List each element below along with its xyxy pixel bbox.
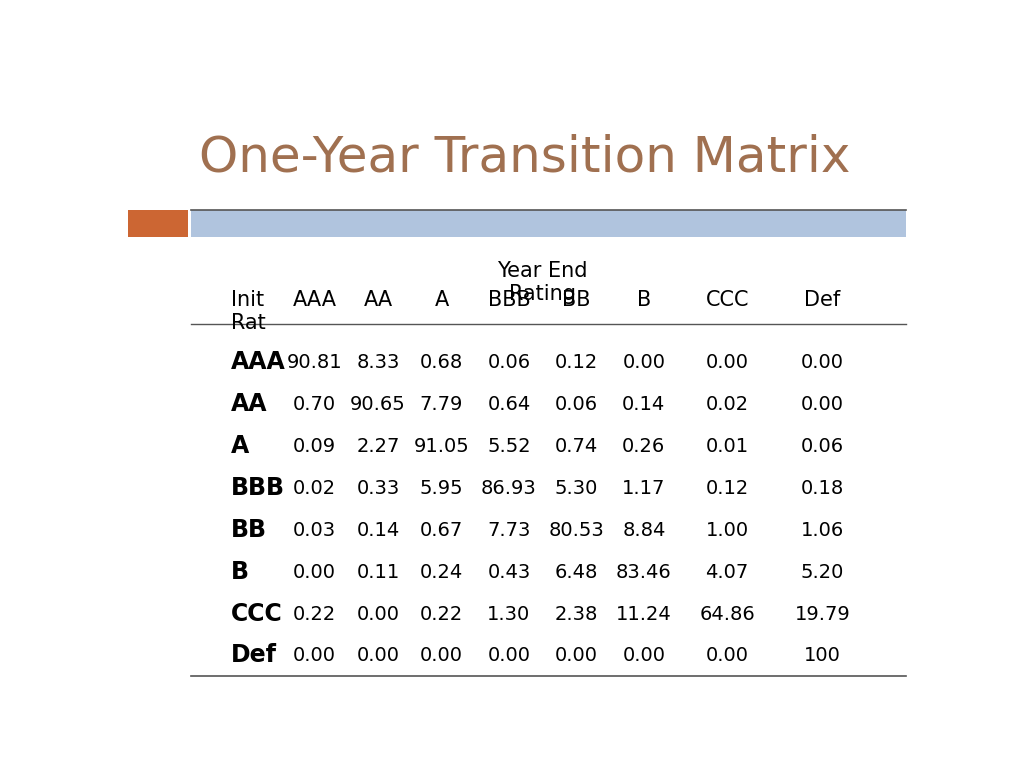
Text: 0.24: 0.24 [420,563,463,582]
Text: 8.84: 8.84 [623,521,666,540]
Text: AAA: AAA [293,290,337,310]
Text: 0.00: 0.00 [420,646,463,664]
Text: 4.07: 4.07 [706,563,749,582]
Text: 0.03: 0.03 [293,521,336,540]
Text: 0.43: 0.43 [487,563,530,582]
Text: 5.95: 5.95 [420,479,463,498]
Text: 0.33: 0.33 [356,479,399,498]
Text: 100: 100 [804,646,841,664]
Text: B: B [231,561,249,584]
Text: 91.05: 91.05 [414,437,469,456]
Text: 0.00: 0.00 [356,646,399,664]
Text: 0.00: 0.00 [487,646,530,664]
Text: 0.00: 0.00 [706,646,749,664]
Text: 0.00: 0.00 [293,563,336,582]
Text: 0.00: 0.00 [623,646,666,664]
Text: AA: AA [364,290,392,310]
Text: 83.46: 83.46 [616,563,672,582]
Text: 6.48: 6.48 [555,563,598,582]
Text: 0.74: 0.74 [555,437,598,456]
Text: Def: Def [231,643,278,667]
Text: 86.93: 86.93 [481,479,537,498]
Bar [128,210,187,237]
Text: A: A [231,435,250,458]
Bar [191,210,906,237]
Text: 0.12: 0.12 [706,479,749,498]
Text: 0.12: 0.12 [555,353,598,372]
Text: 2.38: 2.38 [555,605,598,624]
Text: 0.00: 0.00 [293,646,336,664]
Text: 1.06: 1.06 [801,521,844,540]
Text: 0.67: 0.67 [420,521,463,540]
Text: Year End
Rating: Year End Rating [498,260,588,304]
Text: 7.79: 7.79 [420,395,463,414]
Text: 5.52: 5.52 [487,437,530,456]
Text: AA: AA [231,392,267,416]
Text: 0.68: 0.68 [420,353,463,372]
Text: 0.00: 0.00 [706,353,749,372]
Text: A: A [434,290,449,310]
Text: 1.00: 1.00 [706,521,749,540]
Text: 11.24: 11.24 [616,605,672,624]
Text: 0.06: 0.06 [487,353,530,372]
Text: CCC: CCC [231,602,283,627]
Text: Def: Def [804,290,841,310]
Text: 0.11: 0.11 [356,563,399,582]
Text: 0.09: 0.09 [293,437,336,456]
Text: 8.33: 8.33 [356,353,399,372]
Text: 0.06: 0.06 [801,437,844,456]
Text: BB: BB [231,518,267,542]
Text: 0.02: 0.02 [293,479,336,498]
Text: 0.00: 0.00 [555,646,598,664]
Text: BB: BB [562,290,591,310]
Text: 0.00: 0.00 [356,605,399,624]
Text: Init
Rat: Init Rat [231,290,266,333]
Text: 7.73: 7.73 [487,521,530,540]
Text: 0.70: 0.70 [293,395,336,414]
Text: 1.17: 1.17 [623,479,666,498]
Text: 0.22: 0.22 [420,605,463,624]
Text: 0.14: 0.14 [356,521,399,540]
Text: 90.81: 90.81 [287,353,342,372]
Text: BBB: BBB [487,290,530,310]
Text: 0.06: 0.06 [555,395,598,414]
Text: 5.20: 5.20 [801,563,844,582]
Text: 90.65: 90.65 [350,395,406,414]
Text: 1.30: 1.30 [487,605,530,624]
Text: 64.86: 64.86 [699,605,755,624]
Text: CCC: CCC [706,290,749,310]
Text: AAA: AAA [231,350,286,375]
Text: 0.26: 0.26 [623,437,666,456]
Text: 0.22: 0.22 [293,605,336,624]
Text: 5.30: 5.30 [555,479,598,498]
Text: 2.27: 2.27 [356,437,399,456]
Text: 0.00: 0.00 [801,353,844,372]
Text: One-Year Transition Matrix: One-Year Transition Matrix [200,134,851,181]
Text: 80.53: 80.53 [549,521,604,540]
Text: 0.18: 0.18 [801,479,844,498]
Text: B: B [637,290,651,310]
Text: BBB: BBB [231,476,285,501]
Text: 0.14: 0.14 [623,395,666,414]
Text: 0.02: 0.02 [706,395,749,414]
Text: 0.00: 0.00 [801,395,844,414]
Text: 0.00: 0.00 [623,353,666,372]
Text: 0.01: 0.01 [706,437,749,456]
Text: 0.64: 0.64 [487,395,530,414]
Text: 19.79: 19.79 [795,605,850,624]
